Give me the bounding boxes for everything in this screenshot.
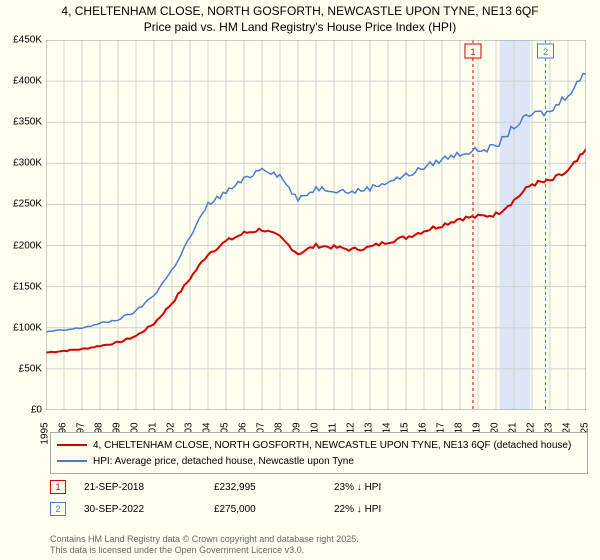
svg-text:2: 2 bbox=[543, 47, 548, 57]
footer-line-2: This data is licensed under the Open Gov… bbox=[50, 545, 304, 555]
y-tick-label: £200K bbox=[13, 240, 42, 251]
y-tick-label: £250K bbox=[13, 199, 42, 210]
chart-svg: 12 bbox=[46, 40, 586, 410]
plot-area: 12 £0£50K£100K£150K£200K£250K£300K£350K£… bbox=[46, 40, 586, 410]
legend-label-2: HPI: Average price, detached house, Newc… bbox=[93, 456, 354, 467]
y-tick-label: £150K bbox=[13, 281, 42, 292]
sale-date-2: 30-SEP-2022 bbox=[84, 504, 214, 515]
legend-label-1: 4, CHELTENHAM CLOSE, NORTH GOSFORTH, NEW… bbox=[93, 440, 571, 451]
legend-item-2: HPI: Average price, detached house, Newc… bbox=[57, 453, 581, 469]
svg-text:1: 1 bbox=[470, 47, 475, 57]
y-tick-label: £450K bbox=[13, 35, 42, 46]
y-tick-label: £50K bbox=[19, 363, 42, 374]
sale-pct-1: 23% ↓ HPI bbox=[334, 482, 434, 493]
title-line-1: 4, CHELTENHAM CLOSE, NORTH GOSFORTH, NEW… bbox=[61, 4, 538, 18]
sale-date-1: 21-SEP-2018 bbox=[84, 482, 214, 493]
y-tick-label: £100K bbox=[13, 322, 42, 333]
chart-container: 4, CHELTENHAM CLOSE, NORTH GOSFORTH, NEW… bbox=[0, 0, 600, 560]
sale-row-2: 2 30-SEP-2022 £275,000 22% ↓ HPI bbox=[50, 502, 434, 516]
sale-price-1: £232,995 bbox=[214, 482, 334, 493]
legend-item-1: 4, CHELTENHAM CLOSE, NORTH GOSFORTH, NEW… bbox=[57, 437, 581, 453]
title-line-2: Price paid vs. HM Land Registry's House … bbox=[144, 20, 456, 34]
legend-swatch-2 bbox=[57, 460, 87, 462]
legend-swatch-1 bbox=[57, 444, 87, 446]
y-tick-label: £300K bbox=[13, 158, 42, 169]
sale-marker-1: 1 bbox=[50, 480, 66, 494]
sale-price-2: £275,000 bbox=[214, 504, 334, 515]
y-tick-label: £0 bbox=[31, 405, 42, 416]
sale-row-1: 1 21-SEP-2018 £232,995 23% ↓ HPI bbox=[50, 480, 434, 494]
footer-line-1: Contains HM Land Registry data © Crown c… bbox=[50, 534, 359, 544]
x-tick-label: 1995 bbox=[40, 422, 51, 444]
legend: 4, CHELTENHAM CLOSE, NORTH GOSFORTH, NEW… bbox=[50, 432, 588, 474]
sale-marker-2: 2 bbox=[50, 502, 66, 516]
sale-pct-2: 22% ↓ HPI bbox=[334, 504, 434, 515]
footer: Contains HM Land Registry data © Crown c… bbox=[50, 534, 359, 556]
chart-title: 4, CHELTENHAM CLOSE, NORTH GOSFORTH, NEW… bbox=[0, 0, 600, 37]
y-tick-label: £350K bbox=[13, 117, 42, 128]
y-tick-label: £400K bbox=[13, 76, 42, 87]
